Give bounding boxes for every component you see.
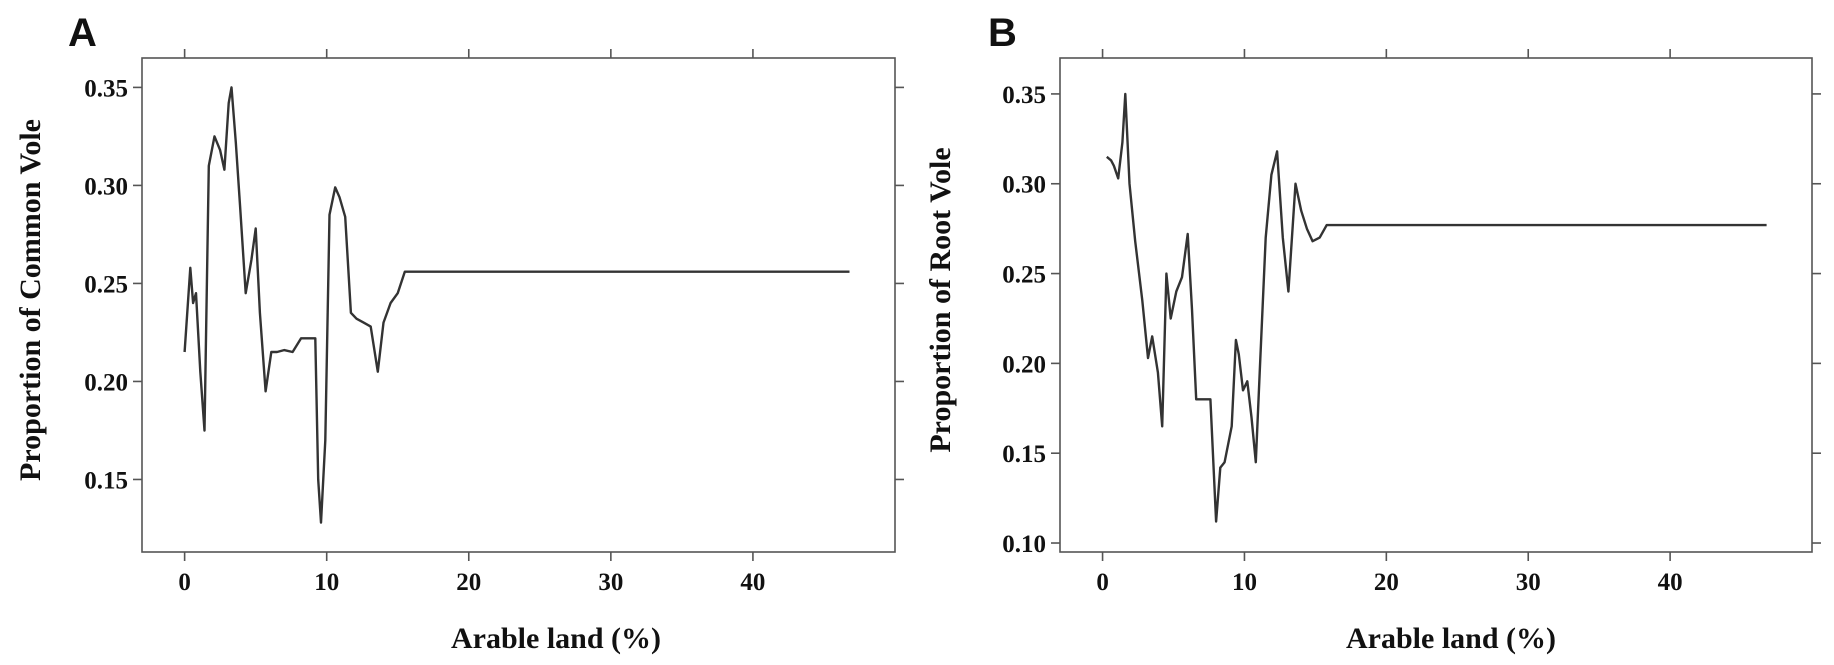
- panel-b: B Arable land (%) Proportion of Root Vol…: [924, 11, 1821, 655]
- x-tick-label-b: 10: [1232, 569, 1257, 596]
- y-tick-label-b: 0.10: [1002, 531, 1046, 558]
- series-a: [183, 86, 850, 524]
- panel-letter-b: B: [988, 11, 1017, 55]
- y-tick-label-b: 0.25: [1002, 262, 1046, 289]
- x-tick-label-b: 30: [1516, 569, 1541, 596]
- x-tick-label-a: 10: [314, 569, 339, 596]
- x-axis-title-b: Arable land (%): [1346, 622, 1556, 655]
- y-tick-label-a: 0.25: [84, 271, 128, 298]
- x-tick-label-b: 20: [1374, 569, 1399, 596]
- panel-letter-a: A: [68, 11, 97, 55]
- series-b: [1106, 92, 1767, 523]
- y-tick-label-a: 0.20: [84, 369, 128, 396]
- x-axis-title-a: Arable land (%): [451, 622, 661, 655]
- x-tick-label-a: 0: [178, 569, 191, 596]
- x-tick-label-b: 0: [1096, 569, 1109, 596]
- ticks-a: 0 10 20 30 40 0.15 0.20 0.25 0.30 0.35: [84, 49, 904, 596]
- y-axis-title-b: Proportion of Root Vole: [924, 147, 957, 452]
- series-line-a: [183, 86, 850, 524]
- plot-frame-a: [141, 57, 896, 553]
- y-axis-title-a: Proportion of Common Vole: [14, 119, 47, 481]
- y-tick-label-a: 0.15: [84, 467, 128, 494]
- y-tick-label-b: 0.20: [1002, 351, 1046, 378]
- panel-a: A Arable land (%) Proportion of Common V…: [14, 11, 904, 655]
- x-tick-label-a: 40: [740, 569, 765, 596]
- series-line-b: [1106, 92, 1767, 523]
- y-tick-label-a: 0.35: [84, 75, 128, 102]
- ticks-b: 0 10 20 30 40 0.10 0.15 0.20 0.25 0.30 0.35: [1002, 49, 1821, 596]
- y-tick-label-b: 0.30: [1002, 172, 1046, 199]
- y-tick-label-b: 0.15: [1002, 441, 1046, 468]
- y-tick-label-b: 0.35: [1002, 82, 1046, 109]
- x-tick-label-a: 30: [598, 569, 623, 596]
- y-tick-label-a: 0.30: [84, 173, 128, 200]
- x-tick-label-a: 20: [456, 569, 481, 596]
- x-tick-label-b: 40: [1658, 569, 1683, 596]
- plot-frame-b: [1059, 57, 1813, 553]
